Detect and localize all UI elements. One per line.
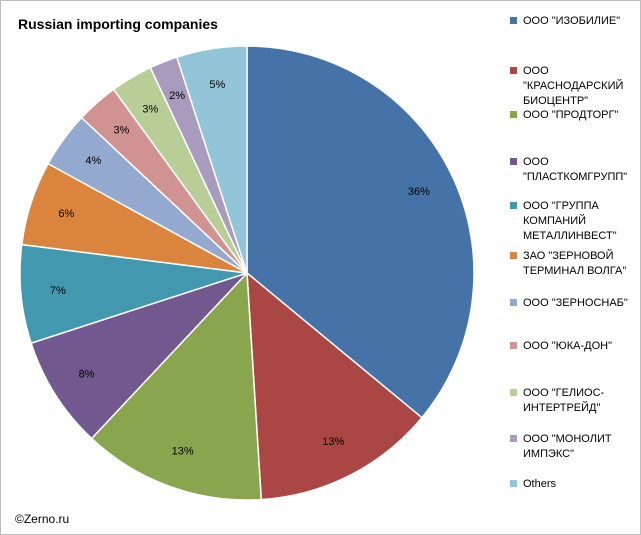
pie-slices bbox=[19, 45, 475, 501]
legend-swatch bbox=[510, 67, 517, 74]
legend-label: ООО "ГЕЛИОС-ИНТЕРТРЕЙД" bbox=[523, 387, 605, 414]
slice-data-label-3: 13% bbox=[172, 446, 194, 458]
legend-swatch bbox=[510, 111, 517, 118]
legend-swatch bbox=[510, 342, 517, 349]
slice-data-label-1: 36% bbox=[408, 186, 430, 198]
legend-swatch bbox=[510, 299, 517, 306]
legend-swatch bbox=[510, 480, 517, 487]
slice-data-label-7: 4% bbox=[85, 155, 101, 167]
legend-label: ООО "ЗЕРНОСНАБ" bbox=[523, 297, 628, 309]
pie-labels: 36% 13% 13% 8% 7% 6% 4% 3% 3% 2% 5% bbox=[50, 79, 430, 458]
slice-data-label-5: 7% bbox=[50, 285, 66, 297]
source-note: ©Zerno.ru bbox=[15, 512, 70, 526]
slice-data-label-4: 8% bbox=[79, 369, 95, 381]
pie-slice-4 bbox=[30, 272, 248, 440]
legend-label: ООО "ПРОДТОРГ" bbox=[523, 109, 619, 121]
legend-label: ООО "ИЗОБИЛИЕ" bbox=[523, 15, 621, 27]
legend-label: ООО "ГРУППА КОМПАНИЙ МЕТАЛЛИНВЕСТ" bbox=[523, 200, 617, 242]
slice-data-label-9: 3% bbox=[142, 103, 158, 115]
legend-label: ООО "ЮКА-ДОН" bbox=[523, 340, 613, 352]
slice-data-label-6: 6% bbox=[58, 208, 74, 220]
slice-data-label-10: 2% bbox=[169, 90, 185, 102]
slice-data-label-2: 13% bbox=[322, 436, 344, 448]
legend-label: ООО "КРАСНОДАРСКИЙ БИОЦЕНТР" bbox=[523, 65, 624, 107]
legend-swatch bbox=[510, 202, 517, 209]
legend-swatch bbox=[510, 17, 517, 24]
slice-data-label-11: 5% bbox=[209, 79, 225, 91]
legend-label: Others bbox=[523, 478, 557, 490]
pie-slice-1 bbox=[246, 45, 475, 419]
legend-swatch bbox=[510, 435, 517, 442]
pie-slice-3 bbox=[90, 271, 263, 501]
legend-swatch bbox=[510, 158, 517, 165]
slice-data-label-8: 3% bbox=[113, 124, 129, 136]
legend-label: ООО "МОНОЛИТ ИМПЭКС" bbox=[523, 433, 612, 460]
chart-title: Russian importing companies bbox=[18, 16, 218, 32]
legend-swatch bbox=[510, 252, 517, 259]
legend-swatch bbox=[510, 389, 517, 396]
legend-label: ООО "ПЛАСТКОМГРУПП" bbox=[523, 156, 628, 183]
pie-slice-11 bbox=[175, 45, 248, 274]
legend-label: ЗАО "ЗЕРНОВОЙ ТЕРМИНАЛ ВОЛГА" bbox=[523, 250, 627, 277]
pie-slice-2 bbox=[246, 271, 423, 501]
